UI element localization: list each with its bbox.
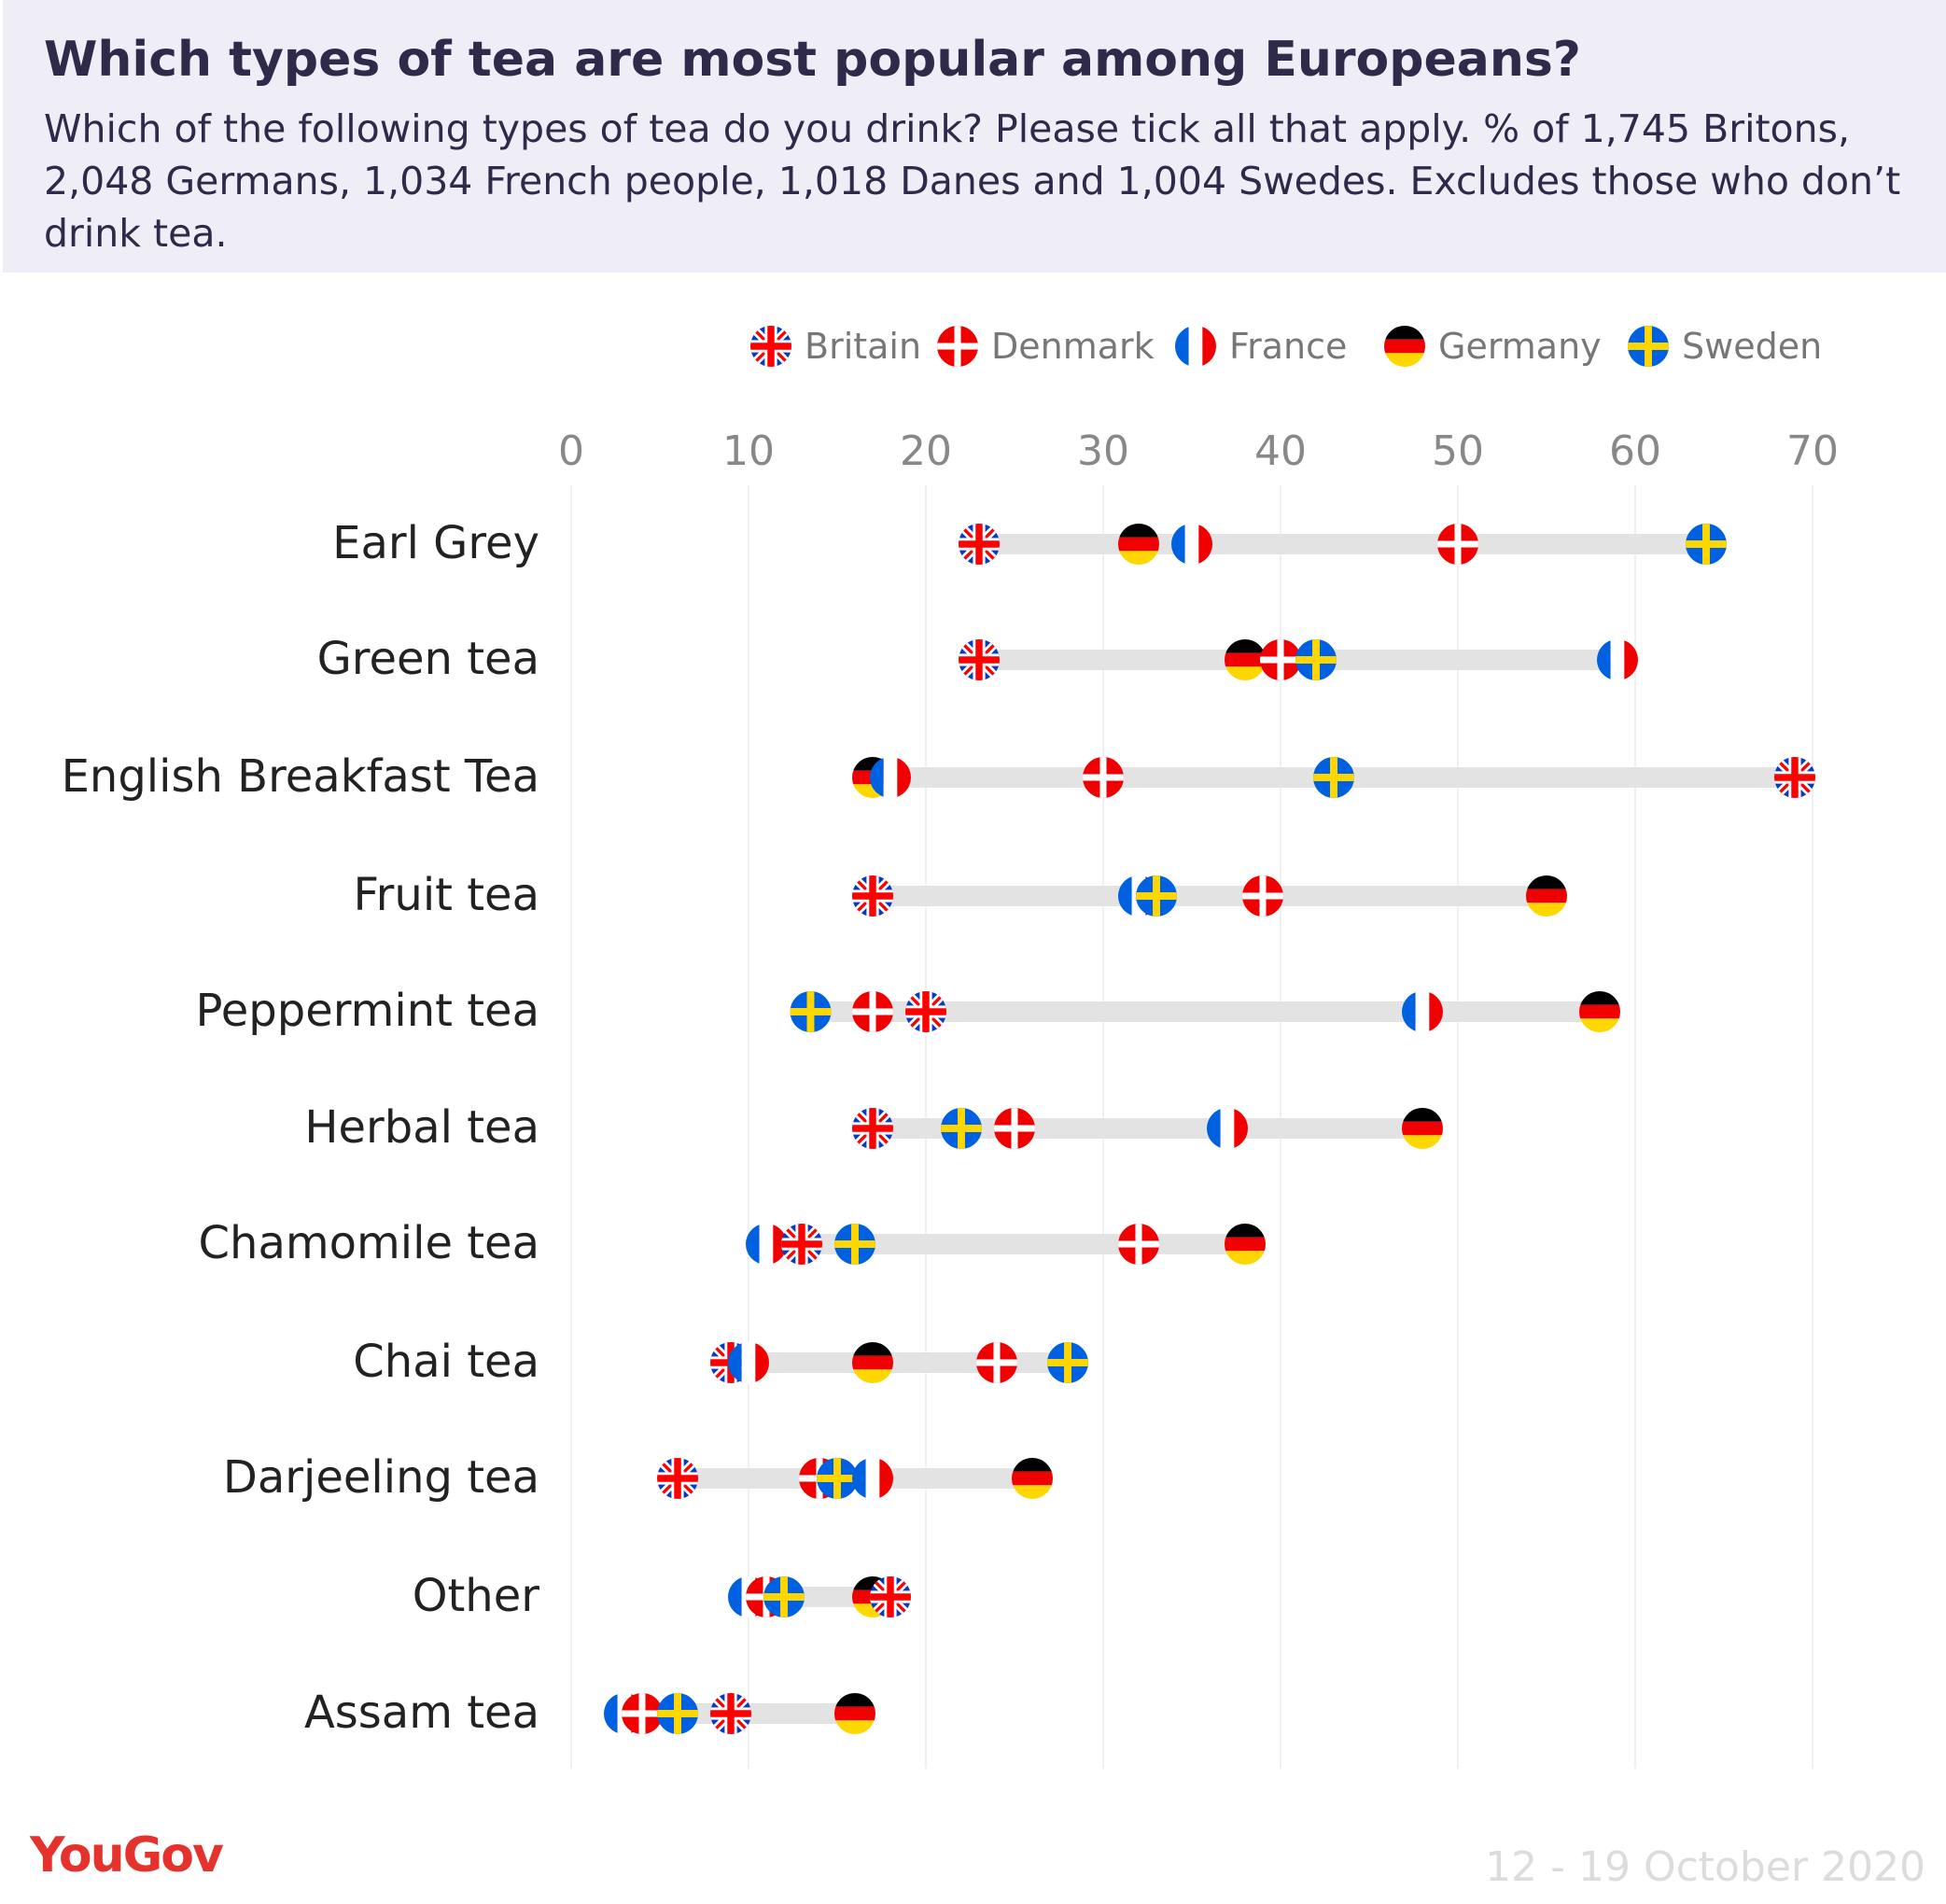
- x-tick-label: 50: [1432, 427, 1484, 475]
- data-point-denmark: [1118, 1224, 1159, 1265]
- data-point-denmark: [994, 1108, 1035, 1149]
- category-label: Herbal tea: [304, 1101, 539, 1154]
- data-point-britain: [1774, 757, 1815, 798]
- data-point-france: [1207, 1108, 1248, 1149]
- category-label: Other: [413, 1570, 540, 1622]
- x-tick-label: 60: [1609, 427, 1661, 475]
- x-tick-label: 0: [558, 427, 584, 475]
- range-bar: [979, 534, 1706, 554]
- data-point-sweden: [1136, 875, 1177, 917]
- data-point-denmark: [1437, 524, 1478, 565]
- data-point-britain: [852, 1108, 893, 1149]
- category-label: Chamomile tea: [199, 1217, 539, 1269]
- data-point-france: [1171, 524, 1212, 565]
- data-point-france: [1597, 639, 1638, 680]
- data-point-germany: [1012, 1458, 1053, 1499]
- legend-label-france: France: [1229, 326, 1347, 367]
- data-point-britain: [905, 991, 946, 1032]
- range-bar: [810, 1001, 1600, 1022]
- data-point-france: [746, 1224, 787, 1265]
- x-tick-label: 70: [1786, 427, 1839, 475]
- data-point-sweden: [763, 1576, 805, 1617]
- legend-flag-sweden-icon: [1628, 326, 1669, 367]
- data-point-sweden: [1295, 639, 1337, 680]
- category-label: Earl Grey: [332, 517, 539, 569]
- data-point-germany: [1402, 1108, 1443, 1149]
- data-point-france: [852, 1458, 893, 1499]
- category-label: Fruit tea: [354, 869, 539, 921]
- data-point-germany: [1118, 524, 1159, 565]
- legend-flag-denmark-icon: [937, 326, 978, 367]
- x-tick-label: 30: [1077, 427, 1129, 475]
- data-point-sweden: [941, 1108, 982, 1149]
- data-point-germany: [1579, 991, 1620, 1032]
- data-point-britain: [852, 875, 893, 917]
- data-point-denmark: [1242, 875, 1283, 917]
- x-tick-label: 10: [722, 427, 775, 475]
- category-label: Green tea: [317, 633, 539, 685]
- data-point-france: [870, 757, 911, 798]
- data-point-sweden: [1686, 524, 1727, 565]
- data-point-denmark: [622, 1693, 663, 1734]
- category-label: Assam tea: [304, 1687, 539, 1739]
- category-label: Darjeeling tea: [223, 1451, 539, 1504]
- data-point-denmark: [1083, 757, 1124, 798]
- legend-flag-france-icon: [1175, 326, 1216, 367]
- data-point-germany: [834, 1693, 875, 1734]
- data-point-sweden: [834, 1224, 875, 1265]
- category-label: Peppermint tea: [196, 985, 539, 1037]
- chart-subtitle: Which of the following types of tea do y…: [44, 106, 1901, 256]
- data-point-germany: [1225, 1224, 1266, 1265]
- data-point-denmark: [976, 1342, 1017, 1383]
- fieldwork-date: 12 - 19 October 2020: [1485, 1843, 1925, 1891]
- legend-label-britain: Britain: [805, 326, 921, 367]
- legend-flag-britain-icon: [750, 326, 791, 367]
- category-label: Chai tea: [353, 1336, 539, 1388]
- data-point-denmark: [1260, 639, 1301, 680]
- x-tick-label: 40: [1254, 427, 1307, 475]
- data-point-britain: [710, 1693, 751, 1734]
- data-point-france: [728, 1342, 769, 1383]
- data-point-sweden: [1313, 757, 1354, 798]
- data-point-sweden: [790, 991, 832, 1032]
- data-point-sweden: [657, 1693, 698, 1734]
- data-point-britain: [959, 524, 1000, 565]
- range-bar: [873, 886, 1547, 906]
- data-point-germany: [1526, 875, 1567, 917]
- data-point-britain: [870, 1576, 911, 1617]
- data-point-sweden: [1047, 1342, 1088, 1383]
- yougov-logo: YouGov: [30, 1827, 224, 1883]
- data-point-sweden: [817, 1458, 858, 1499]
- data-point-britain: [657, 1458, 698, 1499]
- data-point-germany: [852, 1342, 893, 1383]
- legend-flag-germany-icon: [1384, 326, 1425, 367]
- data-point-france: [1402, 991, 1443, 1032]
- data-point-denmark: [852, 991, 893, 1032]
- legend-label-denmark: Denmark: [991, 326, 1155, 367]
- data-point-germany: [1225, 639, 1266, 680]
- chart-title: Which types of tea are most popular amon…: [44, 32, 1581, 88]
- data-point-britain: [959, 639, 1000, 680]
- legend-label-germany: Germany: [1438, 326, 1602, 367]
- category-label: English Breakfast Tea: [62, 750, 539, 803]
- legend-label-sweden: Sweden: [1682, 326, 1822, 367]
- header-band: Which types of tea are most popular amon…: [3, 0, 1946, 273]
- data-point-britain: [781, 1224, 822, 1265]
- x-tick-label: 20: [900, 427, 952, 475]
